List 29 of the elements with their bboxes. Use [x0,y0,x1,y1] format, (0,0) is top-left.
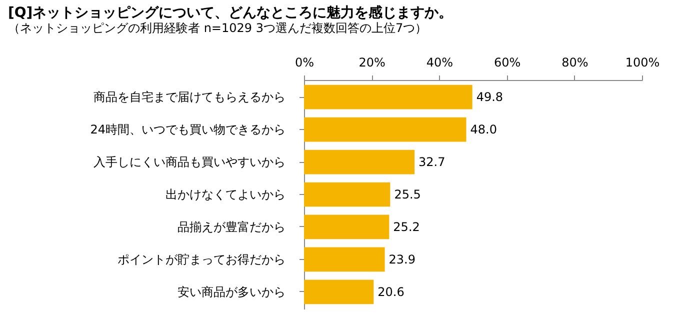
bar [304,150,415,174]
x-tick-label: 40% [426,56,454,70]
data-label: 49.8 [476,90,504,104]
y-tick-label: 24時間、いつでも買い物できるから [90,122,286,137]
bar [304,247,385,272]
bar [304,84,472,110]
y-tick-label: ポイントが貯まってお得だから [118,252,286,266]
data-label: 25.5 [394,188,421,202]
x-tick-label: 60% [494,56,521,70]
y-tick-label: 商品を自宅まで届けてもらえるから [94,90,286,104]
chart-subtitle: （ネットショッピングの利用経験者 n=1029 3つ選んだ複数回答の上位7つ） [8,21,428,35]
data-label: 23.9 [388,252,416,266]
chart-title: [Q]ネットショッピングについて、どんなところに魅力を感じますか。 [8,5,453,21]
data-label: 48.0 [470,122,497,137]
y-tick-label: 安い商品が多いから [178,284,286,299]
bar [304,214,390,240]
bar [304,117,466,142]
x-tick-label: 80% [562,56,588,70]
data-label: 25.2 [393,220,420,234]
y-tick-label: 品揃えが豊富だから [178,220,286,234]
y-tick-label: 入手しにくい商品も買いやすいから [94,155,286,170]
data-label: 32.7 [418,155,446,170]
x-tick-label: 20% [358,56,386,70]
bar [304,182,390,207]
bar [304,280,374,304]
data-label: 20.6 [378,284,404,299]
x-tick-label: 0% [294,56,314,70]
y-tick-label: 出かけなくてよいから [166,188,286,202]
x-tick-label: 100% [625,56,660,70]
